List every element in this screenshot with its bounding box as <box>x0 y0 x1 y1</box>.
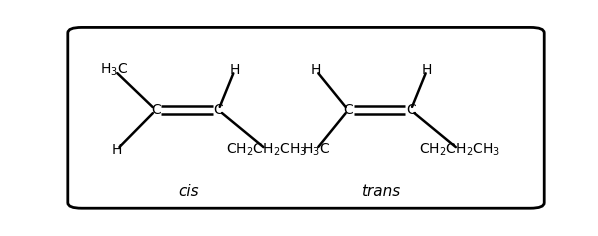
Text: C: C <box>343 103 353 117</box>
Text: H: H <box>111 143 121 157</box>
Text: C: C <box>151 103 161 117</box>
Text: CH$_2$CH$_2$CH$_3$: CH$_2$CH$_2$CH$_3$ <box>227 142 308 158</box>
Text: H: H <box>422 63 432 77</box>
Text: H$_3$C: H$_3$C <box>302 142 329 158</box>
Text: H$_3$C: H$_3$C <box>100 62 128 78</box>
Text: trans: trans <box>361 184 400 199</box>
Text: H: H <box>230 63 240 77</box>
Text: CH$_2$CH$_2$CH$_3$: CH$_2$CH$_2$CH$_3$ <box>419 142 500 158</box>
Text: C: C <box>213 103 223 117</box>
Text: H: H <box>310 63 321 77</box>
Text: cis: cis <box>178 184 199 199</box>
FancyBboxPatch shape <box>68 27 544 208</box>
Text: C: C <box>406 103 416 117</box>
